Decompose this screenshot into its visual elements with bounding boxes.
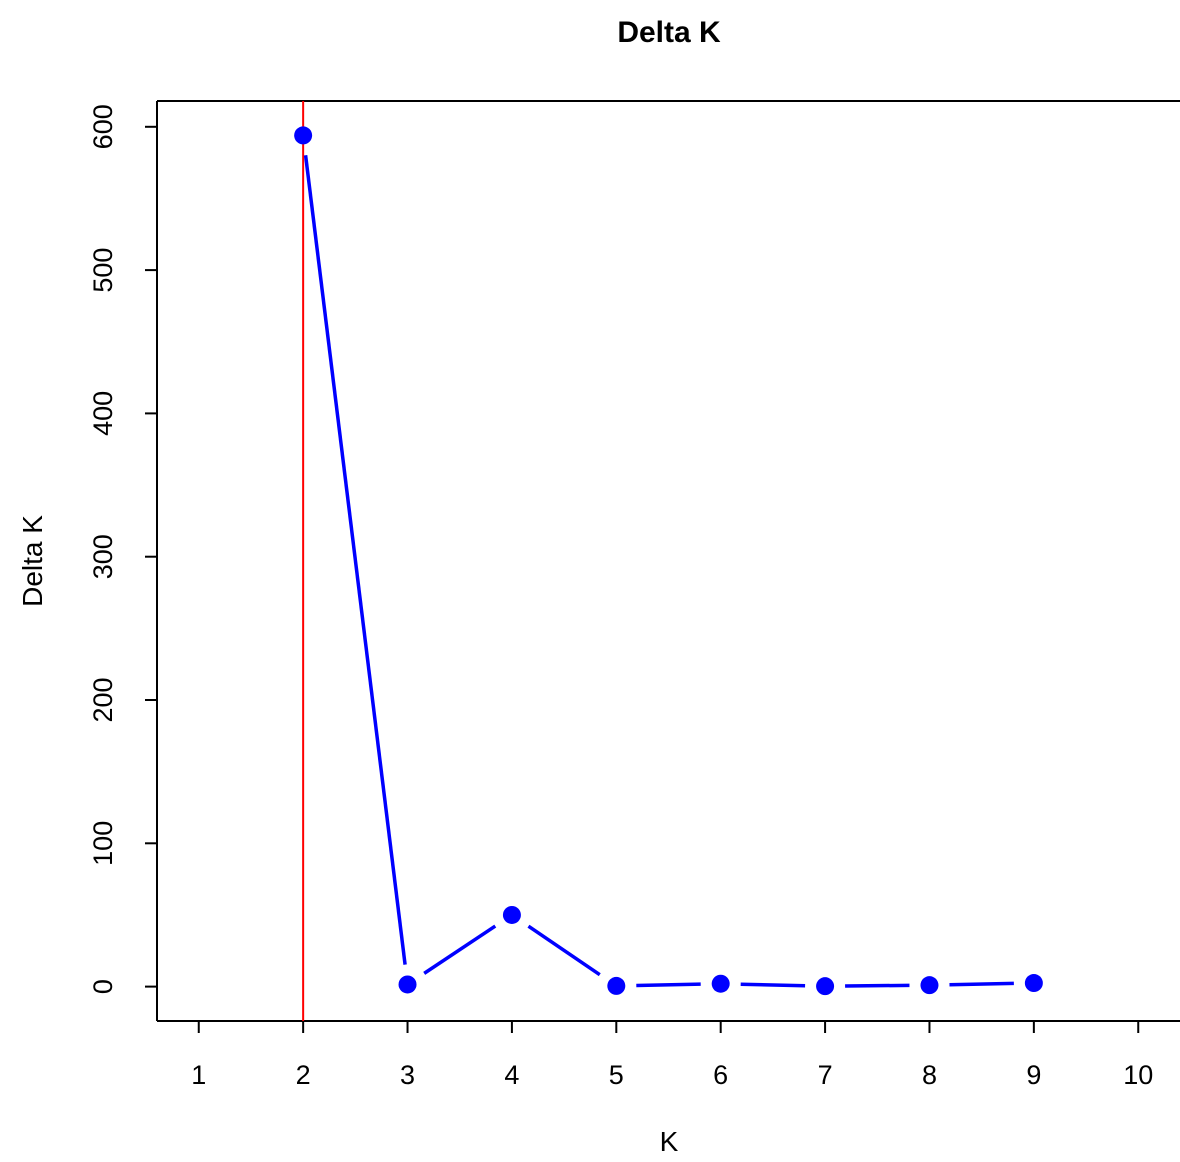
series-line-segment (423, 924, 497, 975)
data-point (294, 126, 313, 145)
data-point (502, 905, 521, 924)
y-tick-label: 400 (88, 391, 118, 436)
y-tick-label: 0 (88, 979, 118, 994)
y-tick-label: 500 (88, 248, 118, 293)
series-line-segment (527, 924, 601, 977)
series-line-segment (949, 981, 1014, 987)
x-tick-label: 1 (191, 1060, 206, 1090)
x-tick-label: 9 (1026, 1060, 1041, 1090)
x-tick-label: 7 (818, 1060, 833, 1090)
data-point (398, 975, 417, 994)
data-point (920, 976, 939, 995)
x-axis: 1 2 3 4 5 6 7 8 9 10 (191, 1021, 1153, 1090)
data-point (816, 977, 835, 996)
series-layer (294, 126, 1043, 996)
x-tick-label: 6 (713, 1060, 728, 1090)
y-axis: 0 100 200 300 400 500 600 (88, 104, 157, 994)
x-tick-label: 8 (922, 1060, 937, 1090)
x-tick-label: 4 (504, 1060, 519, 1090)
series-line-segment (303, 155, 407, 965)
x-tick-label: 5 (609, 1060, 624, 1090)
y-axis-title: Delta K (17, 515, 48, 607)
data-point (711, 974, 730, 993)
y-tick-label: 200 (88, 677, 118, 722)
series-line-segment (740, 982, 806, 988)
data-point (1024, 974, 1043, 993)
y-tick-label: 300 (88, 534, 118, 579)
data-point (607, 976, 626, 995)
x-tick-label: 2 (296, 1060, 311, 1090)
y-tick-label: 600 (88, 104, 118, 149)
series-line-segment (845, 983, 910, 988)
x-axis-title: K (660, 1126, 679, 1157)
chart-title: Delta K (617, 16, 721, 49)
x-tick-label: 10 (1123, 1060, 1153, 1090)
series-line-segment (636, 982, 701, 988)
plot-area (156, 100, 1180, 1022)
y-tick-label: 100 (88, 821, 118, 866)
x-tick-label: 3 (400, 1060, 415, 1090)
